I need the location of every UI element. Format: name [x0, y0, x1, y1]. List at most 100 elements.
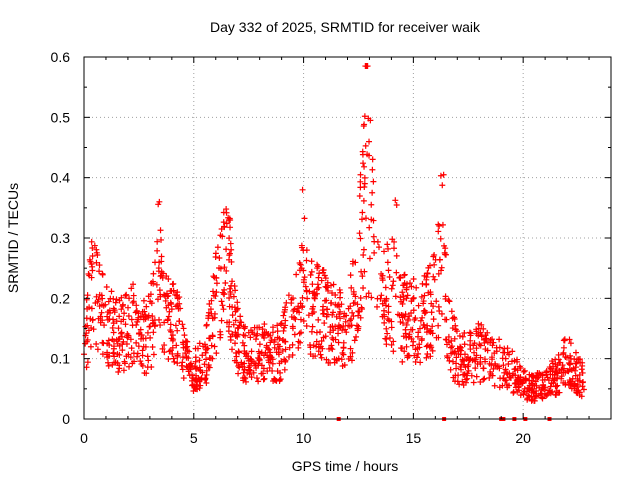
data-point: [137, 326, 144, 333]
chart-title: Day 332 of 2025, SRMTID for receiver wai…: [210, 19, 481, 35]
data-point: [509, 348, 516, 355]
data-point: [105, 359, 112, 366]
data-point: [152, 259, 159, 266]
data-point: [490, 365, 497, 372]
data-point: [363, 293, 370, 300]
data-point: [227, 240, 234, 247]
data-point: [328, 299, 335, 306]
data-point: [461, 330, 468, 337]
data-point: [380, 311, 387, 318]
data-point: [427, 353, 434, 360]
data-point: [379, 272, 386, 279]
data-point: [228, 246, 235, 253]
data-point: [288, 300, 295, 307]
data-point: [384, 316, 391, 323]
data-point: [350, 288, 357, 295]
data-point: [406, 280, 413, 287]
data-point: [428, 309, 435, 316]
data-point: [580, 386, 587, 393]
data-point: [226, 252, 233, 259]
data-point: [423, 281, 430, 288]
data-point: [382, 284, 389, 291]
data-point: [391, 245, 398, 252]
data-point: [226, 295, 233, 302]
data-point: [452, 348, 459, 355]
data-point: [562, 381, 569, 388]
data-point: [295, 344, 302, 351]
data-point: [241, 342, 248, 349]
data-point: [220, 209, 227, 216]
data-point: [153, 281, 160, 288]
data-point: [371, 249, 378, 256]
data-point: [174, 302, 181, 309]
data-point: [578, 366, 585, 373]
data-point: [328, 289, 335, 296]
data-point: [467, 330, 474, 337]
data-point: [229, 312, 236, 319]
data-point: [139, 308, 146, 315]
data-point: [400, 293, 407, 300]
data-point: [223, 267, 230, 274]
data-point: [526, 377, 533, 384]
data-point: [332, 336, 339, 343]
data-point: [310, 353, 317, 360]
data-point: [99, 351, 106, 358]
x-tick-label: 10: [296, 430, 312, 446]
data-point: [463, 355, 470, 362]
data-point: [357, 314, 364, 321]
data-point: [189, 381, 196, 388]
data-point: [184, 364, 191, 371]
data-point: [405, 316, 412, 323]
y-tick-label: 0.6: [51, 49, 71, 65]
data-point: [172, 291, 179, 298]
data-point: [209, 288, 216, 295]
data-point: [286, 344, 293, 351]
data-point: [491, 382, 498, 389]
data-point: [164, 293, 171, 300]
data-point: [528, 397, 535, 404]
data-point: [247, 327, 254, 334]
data-point: [165, 356, 172, 363]
data-point: [125, 312, 132, 319]
data-point: [549, 360, 556, 367]
data-point: [457, 363, 464, 370]
data-point: [415, 350, 422, 357]
x-tick-label: 0: [80, 430, 88, 446]
data-point: [571, 382, 578, 389]
data-point: [342, 318, 349, 325]
data-point: [205, 362, 212, 369]
data-point: [474, 361, 481, 368]
data-point: [298, 242, 305, 249]
data-point: [534, 375, 541, 382]
data-point: [350, 300, 357, 307]
data-point: [137, 313, 144, 320]
data-point: [503, 377, 510, 384]
data-point: [167, 327, 174, 334]
data-point: [232, 317, 239, 324]
data-point: [307, 271, 314, 278]
data-point: [419, 280, 426, 287]
data-point: [211, 310, 218, 317]
data-point: [289, 352, 296, 359]
data-point: [186, 372, 193, 379]
data-point: [339, 362, 346, 369]
data-point: [325, 287, 332, 294]
data-point: [347, 272, 354, 279]
data-point: [124, 334, 131, 341]
data-point: [290, 307, 297, 314]
data-point: [89, 252, 96, 259]
data-point: [323, 356, 330, 363]
data-point: [84, 292, 91, 299]
data-point: [369, 166, 376, 173]
data-point: [217, 232, 224, 239]
data-point: [118, 329, 125, 336]
data-point: [198, 375, 205, 382]
data-point: [417, 317, 424, 324]
data-point: [159, 345, 166, 352]
data-point: [416, 344, 423, 351]
data-point: [535, 374, 542, 381]
data-point: [239, 363, 246, 370]
data-point: [220, 219, 227, 226]
data-point: [359, 273, 366, 280]
data-point: [435, 228, 442, 235]
